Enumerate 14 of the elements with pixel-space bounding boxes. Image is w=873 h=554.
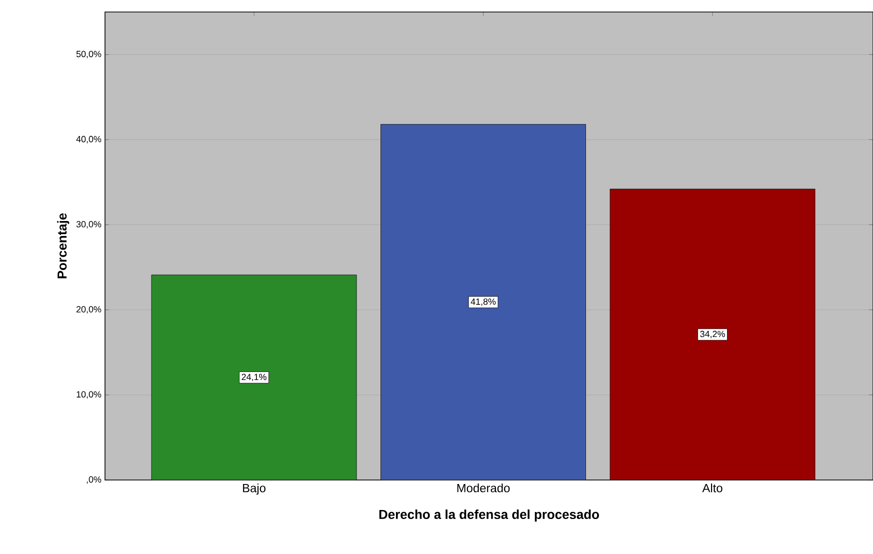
data-label: 24,1% (242, 374, 266, 382)
y-tick-label: 40,0% (76, 136, 102, 144)
y-tick-label: 20,0% (76, 306, 102, 314)
y-tick-label: 50,0% (76, 50, 102, 58)
x-tick-label: Alto (702, 484, 722, 492)
y-tick-label: 10,0% (76, 391, 102, 399)
y-axis-title: Porcentaje (57, 213, 70, 278)
data-label: 41,8% (470, 298, 496, 306)
x-tick-label: Moderado (457, 484, 510, 492)
x-tick-label: Bajo (243, 484, 266, 495)
y-tick-label: ,0% (86, 476, 102, 484)
y-tick-label: 30,0% (76, 221, 102, 228)
x-axis-title: Derecho a la defensa del procesado (379, 509, 599, 522)
data-label: 34,2% (700, 330, 725, 338)
